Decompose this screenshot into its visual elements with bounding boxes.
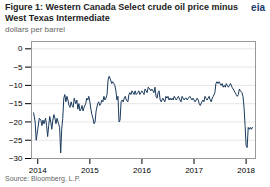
svg-text:−30: −30 — [9, 154, 23, 163]
svg-text:2018: 2018 — [237, 166, 255, 174]
svg-text:−5: −5 — [13, 63, 23, 72]
svg-text:2014: 2014 — [29, 166, 47, 174]
svg-text:2016: 2016 — [133, 166, 151, 174]
html-text:eia: eia — [251, 2, 265, 13]
svg-text:0: 0 — [18, 44, 23, 53]
svg-text:2017: 2017 — [185, 166, 203, 174]
html-text:Figure 1: Western Canada Selec: Figure 1: Western Canada Select crude oi… — [5, 2, 238, 23]
html-text:dollars per barrel: dollars per barrel — [5, 25, 65, 34]
svg-text:−20: −20 — [9, 117, 23, 126]
svg-text:−25: −25 — [9, 136, 23, 145]
svg-text:2015: 2015 — [81, 166, 99, 174]
svg-text:−15: −15 — [9, 99, 23, 108]
html-text:Source: Bloomberg, L.P.: Source: Bloomberg, L.P. — [5, 175, 81, 182]
svg-text:−10: −10 — [9, 81, 23, 90]
